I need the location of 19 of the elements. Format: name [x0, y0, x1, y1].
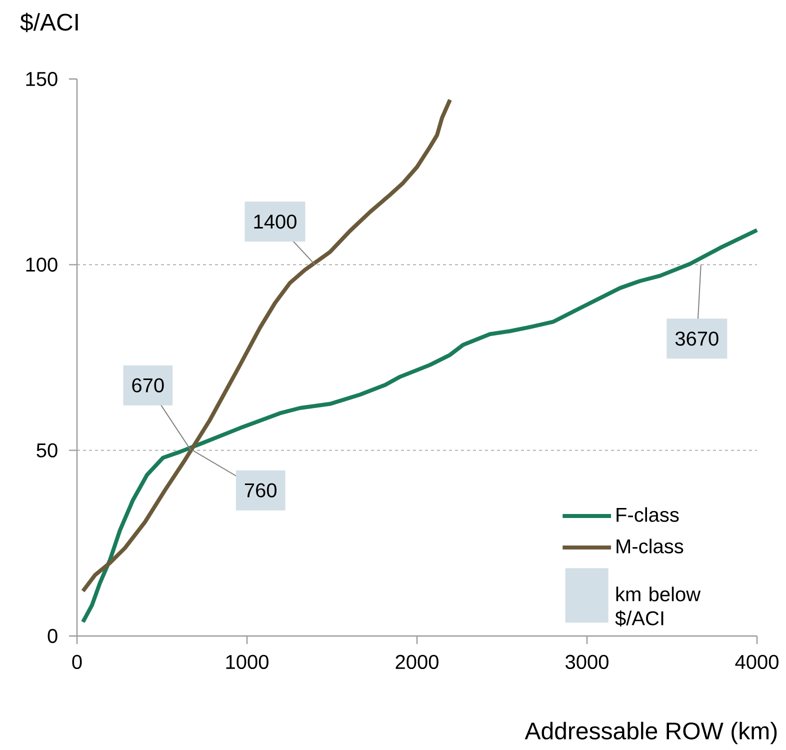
y-tick-label: 0 [48, 628, 58, 644]
y-tick-label: 50 [36, 443, 58, 458]
x-tick-label: 0 [72, 654, 82, 670]
annotation: 760 [244, 483, 276, 498]
y-tick-label: 150 [26, 72, 58, 86]
y-axis-title: $/ACI [20, 12, 78, 32]
annotation: 1400 [254, 214, 296, 229]
annotation: 3670 [675, 332, 718, 346]
line-series [80, 98, 452, 594]
x-tick-label: 3000 [566, 654, 608, 670]
legend-label: M-class [616, 538, 684, 554]
legend-label: F-class [616, 507, 679, 522]
y-tick-label: 100 [26, 258, 58, 272]
x-tick-label: 1000 [226, 654, 268, 670]
x-axis-title: Addressable ROW (km) [524, 722, 777, 744]
x-tick-label: 2000 [396, 654, 438, 670]
annotation: 670 [132, 378, 164, 392]
annotation: km below $/ACI [615, 586, 701, 627]
x-tick-label: 4000 [735, 654, 778, 670]
